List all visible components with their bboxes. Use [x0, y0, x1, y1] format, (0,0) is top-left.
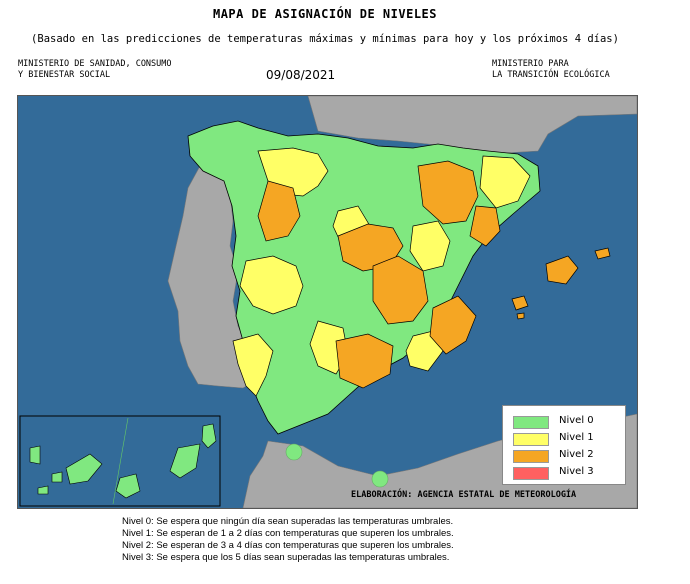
canary-el-hierro [37, 485, 49, 495]
canary-gran-canaria [115, 473, 141, 499]
region-level2-leon [257, 180, 301, 242]
region-level2-teruel [469, 205, 501, 247]
region-level1-aragon [409, 220, 451, 272]
map-title: MAPA DE ASIGNACIÓN DE NIVELES [212, 7, 437, 21]
map-subtitle: (Basado en las predicciones de temperatu… [31, 33, 619, 45]
legend-swatch-nivel-0 [513, 416, 549, 429]
region-level1-catalonia [479, 155, 531, 209]
melilla [371, 470, 389, 488]
region-level2-jaen [335, 333, 394, 389]
canary-la-palma [29, 445, 41, 465]
france-land [307, 96, 637, 155]
canary-tenerife [65, 453, 103, 485]
legend-swatch-nivel-1 [513, 433, 549, 446]
ministry-left-line-1: MINISTERIO DE SANIDAD, CONSUMO [18, 59, 172, 69]
legend-label-nivel-2: Nivel 2 [559, 449, 594, 460]
canary-fuerteventura [169, 443, 201, 479]
region-level2-valencia [429, 295, 477, 355]
balearic-formentera [516, 312, 525, 320]
balearic-ibiza [511, 295, 529, 311]
level-notes: Nivel 0: Se espera que ningún día sean s… [122, 516, 454, 564]
legend-label-nivel-3: Nivel 3 [559, 466, 594, 477]
region-level2-ebro [417, 160, 479, 225]
region-level2-castilla [372, 255, 429, 325]
canary-gomera [51, 471, 63, 483]
region-level1-extremadura [239, 255, 304, 315]
balearic-menorca [594, 247, 611, 260]
canary-lanzarote [201, 423, 217, 449]
balearic-mallorca [545, 255, 579, 285]
canary-inset-divider [112, 417, 129, 505]
map-frame: ELABORACIÓN: AGENCIA ESTATAL DE METEOROL… [17, 95, 638, 509]
ministry-right-line-1: MINISTERIO PARA [492, 59, 569, 69]
ministry-health-label: MINISTERIO DE SANIDAD, CONSUMO Y BIENEST… [18, 59, 172, 81]
note-nivel-2: Nivel 2: Se esperan de 3 a 4 días con te… [122, 540, 454, 551]
legend-swatch-nivel-2 [513, 450, 549, 463]
legend-label-nivel-1: Nivel 1 [559, 432, 594, 443]
map-date: 09/08/2021 [266, 68, 336, 82]
ministry-right-line-2: LA TRANSICIÓN ECOLÓGICA [492, 70, 610, 80]
legend-swatch-nivel-3 [513, 467, 549, 480]
map-credit: ELABORACIÓN: AGENCIA ESTATAL DE METEOROL… [351, 490, 577, 500]
ministry-ecology-label: MINISTERIO PARA LA TRANSICIÓN ECOLÓGICA [492, 59, 610, 81]
ceuta [285, 443, 303, 461]
note-nivel-1: Nivel 1: Se esperan de 1 a 2 días con te… [122, 528, 454, 539]
region-level2-madrid [337, 223, 404, 272]
ministry-left-line-2: Y BIENESTAR SOCIAL [18, 70, 111, 80]
region-level1-west [232, 333, 274, 397]
map-legend: Nivel 0 Nivel 1 Nivel 2 Nivel 3 [502, 405, 626, 485]
note-nivel-3: Nivel 3: Se espera que los 5 días sean s… [122, 552, 450, 563]
note-nivel-0: Nivel 0: Se espera que ningún día sean s… [122, 516, 454, 527]
legend-label-nivel-0: Nivel 0 [559, 415, 594, 426]
